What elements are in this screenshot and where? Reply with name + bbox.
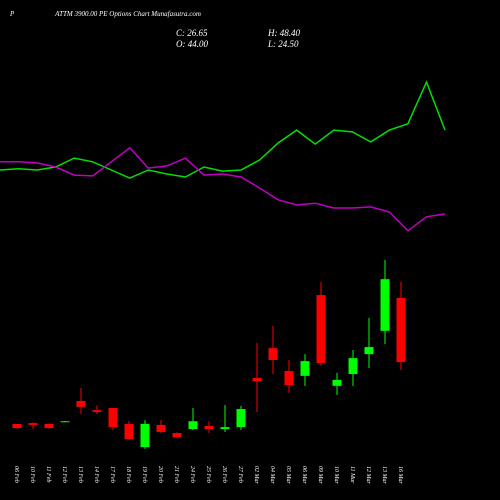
candle-body	[172, 433, 182, 438]
x-tick-label: 06 Feb	[13, 466, 19, 483]
chart-title: ATTM 3900.00 PE Options Chart Munafasutr…	[54, 10, 201, 18]
x-tick-label: 20 Feb	[157, 466, 163, 483]
candle-body	[268, 348, 278, 360]
candle-body	[220, 427, 230, 429]
x-tick-label: 21 Feb	[173, 466, 179, 483]
candle-body	[204, 426, 214, 429]
candle-body	[60, 421, 70, 423]
candle-body	[12, 424, 22, 428]
x-tick-label: 18 Feb	[125, 466, 131, 483]
candle-body	[380, 279, 390, 331]
x-tick-label: 11 Feb	[45, 466, 51, 482]
indicator-line	[0, 80, 446, 179]
ohlc-info: C: 26.65	[176, 28, 208, 38]
x-tick-label: 13 Feb	[77, 466, 83, 483]
x-tick-label: 25 Feb	[205, 466, 211, 483]
x-tick-label: 24 Feb	[189, 466, 196, 483]
ohlc-info: L: 24.50	[267, 39, 299, 49]
x-tick-label: 12 Mar	[365, 466, 371, 484]
candle-body	[124, 423, 134, 439]
x-tick-label: 17 Feb	[109, 466, 115, 483]
candle-body	[332, 379, 342, 386]
symbol-prefix: P	[9, 10, 15, 18]
candle-body	[252, 378, 262, 382]
candle-body	[316, 295, 326, 363]
candle-body	[140, 423, 150, 448]
x-tick-label: 10 Feb	[29, 466, 35, 483]
candle-body	[28, 423, 38, 425]
ohlc-info: O: 44.00	[176, 39, 208, 49]
candle-body	[76, 400, 86, 407]
ohlc-info: H: 48.40	[267, 28, 300, 38]
indicator-line	[0, 146, 446, 232]
x-tick-label: 26 Feb	[221, 466, 227, 483]
candle-body	[156, 424, 166, 432]
x-tick-label: 10 Mar	[333, 466, 339, 484]
candle-body	[92, 410, 102, 413]
x-tick-label: 12 Feb	[61, 466, 67, 483]
x-tick-label: 09 Mar	[317, 466, 323, 484]
candle-body	[188, 421, 198, 429]
x-tick-label: 04 Mar	[269, 466, 276, 484]
x-tick-label: 11 Mar	[349, 466, 355, 484]
candle-body	[364, 347, 374, 355]
candle-body	[300, 361, 310, 376]
x-tick-label: 19 Feb	[141, 466, 147, 483]
candle-body	[396, 298, 406, 363]
x-tick-label: 16 Mar	[397, 466, 403, 484]
x-tick-label: 05 Mar	[285, 466, 291, 484]
candle-body	[108, 407, 118, 428]
candle-body	[44, 424, 54, 429]
candle-body	[348, 358, 358, 375]
x-tick-label: 13 Mar	[381, 466, 387, 484]
candle-body	[284, 371, 294, 386]
x-tick-label: 06 Mar	[301, 466, 307, 484]
x-tick-label: 27 Feb	[237, 466, 243, 483]
x-tick-label: 02 Mar	[253, 466, 259, 484]
x-tick-label: 14 Feb	[93, 466, 100, 483]
candle-body	[236, 409, 246, 428]
